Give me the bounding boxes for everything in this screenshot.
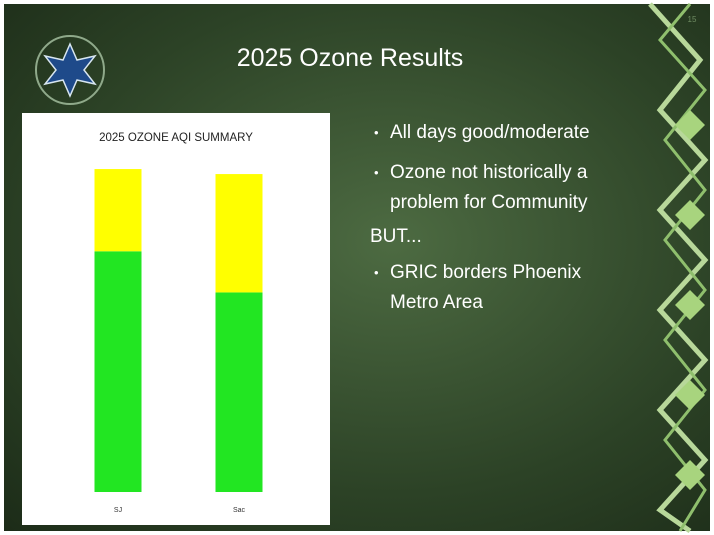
slide-title: 2025 Ozone Results xyxy=(237,44,464,72)
bullet: Ozone not historically a problem for Com… xyxy=(374,158,630,218)
bullet-list: All days good/moderate Ozone not histori… xyxy=(370,118,630,218)
bar-segment xyxy=(94,169,142,252)
bar-segment xyxy=(94,251,142,492)
border-diamonds xyxy=(675,110,705,490)
x-tick-label: Sac xyxy=(233,507,246,514)
chart-title: 2025 OZONE AQI SUMMARY xyxy=(99,132,253,144)
x-tick-label: SJ xyxy=(114,507,122,514)
connector: BUT... xyxy=(370,226,422,247)
slide-number: 15 xyxy=(688,15,697,24)
bar-segment xyxy=(215,174,263,293)
bar-segment xyxy=(215,292,263,492)
bullet: All days good/moderate xyxy=(374,118,630,148)
logo xyxy=(35,35,105,105)
bullet: GRIC borders Phoenix Metro Area xyxy=(374,258,630,318)
bullet-block: All days good/moderate Ozone not histori… xyxy=(370,118,630,328)
bullet-list: GRIC borders Phoenix Metro Area xyxy=(370,258,630,318)
chart-area xyxy=(22,113,330,525)
